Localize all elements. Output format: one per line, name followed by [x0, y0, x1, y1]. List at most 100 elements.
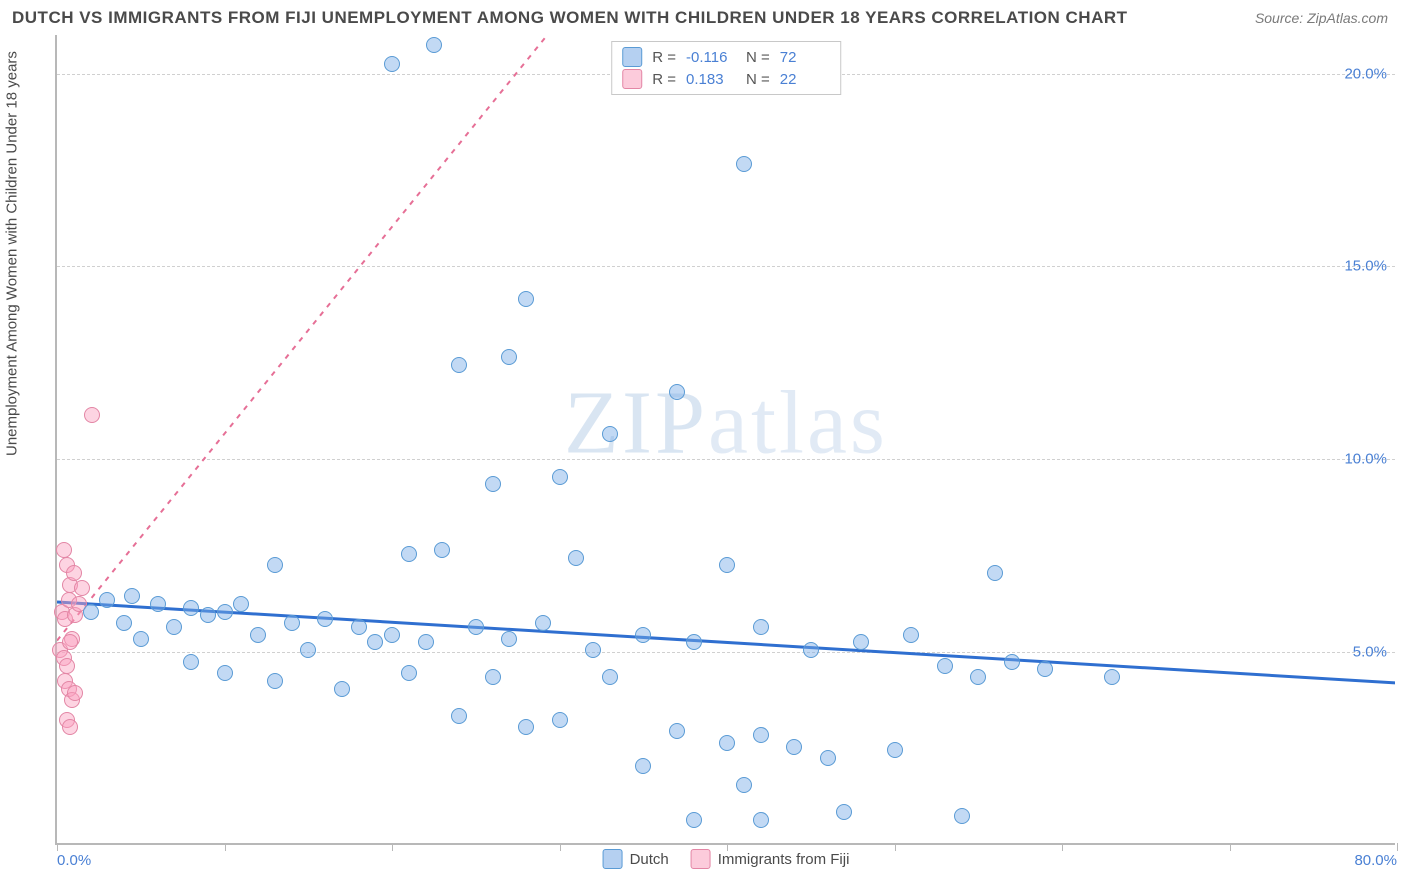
- swatch-pink: [622, 69, 642, 89]
- n-value-dutch: 72: [780, 49, 830, 66]
- gridline: [57, 266, 1395, 267]
- x-tick-mark: [1230, 843, 1231, 851]
- r-prefix: R =: [652, 49, 676, 66]
- scatter-point-fiji: [74, 580, 90, 596]
- scatter-point-dutch: [334, 681, 350, 697]
- scatter-point-fiji: [84, 407, 100, 423]
- scatter-point-dutch: [124, 588, 140, 604]
- scatter-point-dutch: [719, 557, 735, 573]
- gridline: [57, 652, 1395, 653]
- r-prefix: R =: [652, 71, 676, 88]
- scatter-point-dutch: [568, 550, 584, 566]
- scatter-point-fiji: [66, 565, 82, 581]
- scatter-point-dutch: [367, 634, 383, 650]
- gridline: [57, 459, 1395, 460]
- y-axis-label: Unemployment Among Women with Children U…: [4, 436, 21, 456]
- scatter-point-dutch: [518, 719, 534, 735]
- scatter-point-dutch: [1104, 669, 1120, 685]
- scatter-point-dutch: [937, 658, 953, 674]
- scatter-point-dutch: [233, 596, 249, 612]
- scatter-point-fiji: [56, 542, 72, 558]
- scatter-point-dutch: [669, 723, 685, 739]
- scatter-point-dutch: [133, 631, 149, 647]
- legend-label-fiji: Immigrants from Fiji: [718, 851, 850, 868]
- n-prefix: N =: [746, 49, 770, 66]
- scatter-point-dutch: [485, 476, 501, 492]
- swatch-blue: [622, 47, 642, 67]
- scatter-point-dutch: [786, 739, 802, 755]
- scatter-point-dutch: [585, 642, 601, 658]
- stat-row-dutch: R = -0.116 N = 72: [620, 46, 832, 68]
- scatter-point-dutch: [267, 673, 283, 689]
- bottom-legend: Dutch Immigrants from Fiji: [603, 849, 850, 869]
- scatter-point-dutch: [166, 619, 182, 635]
- scatter-point-dutch: [1004, 654, 1020, 670]
- scatter-point-dutch: [954, 808, 970, 824]
- scatter-point-dutch: [820, 750, 836, 766]
- scatter-point-dutch: [602, 669, 618, 685]
- scatter-point-dutch: [384, 627, 400, 643]
- scatter-point-dutch: [987, 565, 1003, 581]
- scatter-point-dutch: [970, 669, 986, 685]
- watermark-thin: atlas: [708, 373, 888, 472]
- scatter-point-dutch: [736, 156, 752, 172]
- watermark-bold: ZIP: [564, 373, 708, 472]
- stat-legend: R = -0.116 N = 72 R = 0.183 N = 22: [611, 41, 841, 95]
- scatter-point-dutch: [485, 669, 501, 685]
- scatter-point-dutch: [736, 777, 752, 793]
- scatter-point-dutch: [903, 627, 919, 643]
- scatter-point-dutch: [451, 708, 467, 724]
- scatter-point-dutch: [284, 615, 300, 631]
- x-tick-mark: [895, 843, 896, 851]
- scatter-point-dutch: [150, 596, 166, 612]
- scatter-point-dutch: [501, 631, 517, 647]
- scatter-point-dutch: [1037, 661, 1053, 677]
- scatter-point-dutch: [635, 758, 651, 774]
- chart-title: DUTCH VS IMMIGRANTS FROM FIJI UNEMPLOYME…: [12, 8, 1128, 28]
- x-tick-mark: [392, 843, 393, 851]
- scatter-point-dutch: [518, 291, 534, 307]
- legend-label-dutch: Dutch: [630, 851, 669, 868]
- x-tick-mark: [57, 843, 58, 851]
- scatter-point-fiji: [67, 685, 83, 701]
- source-label: Source: ZipAtlas.com: [1255, 10, 1388, 26]
- scatter-point-dutch: [836, 804, 852, 820]
- scatter-point-dutch: [535, 615, 551, 631]
- legend-item-fiji: Immigrants from Fiji: [691, 849, 850, 869]
- swatch-blue: [603, 849, 623, 869]
- scatter-point-dutch: [384, 56, 400, 72]
- legend-item-dutch: Dutch: [603, 849, 669, 869]
- scatter-point-dutch: [753, 812, 769, 828]
- scatter-point-dutch: [719, 735, 735, 751]
- scatter-point-dutch: [753, 727, 769, 743]
- scatter-point-dutch: [887, 742, 903, 758]
- x-tick-label: 80.0%: [1354, 852, 1397, 869]
- r-value-fiji: 0.183: [686, 71, 736, 88]
- scatter-point-dutch: [501, 349, 517, 365]
- scatter-point-dutch: [602, 426, 618, 442]
- scatter-point-fiji: [59, 658, 75, 674]
- scatter-point-dutch: [200, 607, 216, 623]
- scatter-point-dutch: [183, 600, 199, 616]
- scatter-point-dutch: [468, 619, 484, 635]
- scatter-point-dutch: [451, 357, 467, 373]
- y-tick-label: 15.0%: [1344, 258, 1387, 275]
- scatter-point-dutch: [753, 619, 769, 635]
- scatter-point-dutch: [418, 634, 434, 650]
- scatter-point-fiji: [62, 634, 78, 650]
- scatter-point-dutch: [552, 712, 568, 728]
- scatter-point-dutch: [401, 546, 417, 562]
- scatter-point-dutch: [669, 384, 685, 400]
- scatter-point-dutch: [217, 604, 233, 620]
- x-tick-mark: [225, 843, 226, 851]
- r-value-dutch: -0.116: [686, 49, 736, 66]
- trend-line-fiji: [57, 35, 610, 641]
- scatter-point-dutch: [686, 812, 702, 828]
- y-tick-label: 5.0%: [1353, 644, 1387, 661]
- x-tick-label: 0.0%: [57, 852, 91, 869]
- y-tick-label: 10.0%: [1344, 451, 1387, 468]
- stat-row-fiji: R = 0.183 N = 22: [620, 68, 832, 90]
- n-value-fiji: 22: [780, 71, 830, 88]
- plot-area: ZIPatlas 5.0%10.0%15.0%20.0% 0.0%80.0% R…: [55, 35, 1395, 845]
- scatter-point-dutch: [803, 642, 819, 658]
